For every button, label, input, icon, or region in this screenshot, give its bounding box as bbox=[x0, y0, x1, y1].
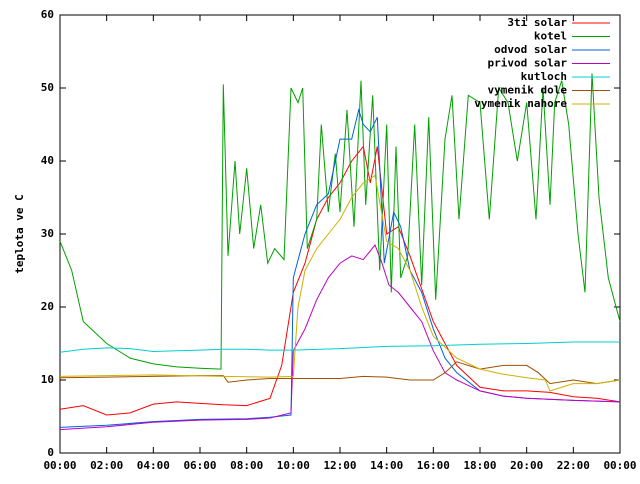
x-tick-label: 12:00 bbox=[323, 459, 356, 472]
series-line bbox=[59, 174, 621, 392]
series-line bbox=[59, 145, 621, 416]
legend-label: kutloch bbox=[521, 70, 567, 83]
x-tick-label: 22:00 bbox=[557, 459, 590, 472]
legend-label: kotel bbox=[534, 30, 567, 43]
series-line bbox=[59, 73, 621, 370]
y-tick-label: 60 bbox=[41, 8, 54, 21]
x-tick-label: 04:00 bbox=[137, 459, 170, 472]
y-tick-label: 10 bbox=[41, 373, 54, 386]
x-tick-label: 20:00 bbox=[510, 459, 543, 472]
y-tick-label: 30 bbox=[41, 227, 54, 240]
x-tick-label: 00:00 bbox=[43, 459, 76, 472]
x-tick-label: 06:00 bbox=[183, 459, 216, 472]
y-tick-label: 40 bbox=[41, 154, 54, 167]
legend-label: odvod solar bbox=[494, 43, 567, 56]
x-tick-label: 18:00 bbox=[463, 459, 496, 472]
y-tick-label: 50 bbox=[41, 81, 54, 94]
x-tick-label: 14:00 bbox=[370, 459, 403, 472]
x-tick-label: 16:00 bbox=[417, 459, 450, 472]
series-line bbox=[59, 108, 621, 428]
x-tick-label: 08:00 bbox=[230, 459, 263, 472]
legend-label: privod solar bbox=[488, 57, 568, 70]
series-line bbox=[59, 361, 621, 385]
legend-label: vymenik nahore bbox=[474, 97, 567, 110]
y-tick-label: 20 bbox=[41, 300, 54, 313]
x-tick-label: 02:00 bbox=[90, 459, 123, 472]
legend-label: 3ti solar bbox=[507, 16, 567, 29]
series-line bbox=[59, 341, 620, 353]
y-tick-label: 0 bbox=[47, 446, 54, 459]
series-line bbox=[59, 244, 621, 431]
legend-label: vymenik dole bbox=[488, 84, 568, 97]
y-axis-label: teplota ve C bbox=[13, 194, 26, 273]
x-tick-label: 10:00 bbox=[277, 459, 310, 472]
x-tick-label: 00:00 bbox=[603, 459, 636, 472]
